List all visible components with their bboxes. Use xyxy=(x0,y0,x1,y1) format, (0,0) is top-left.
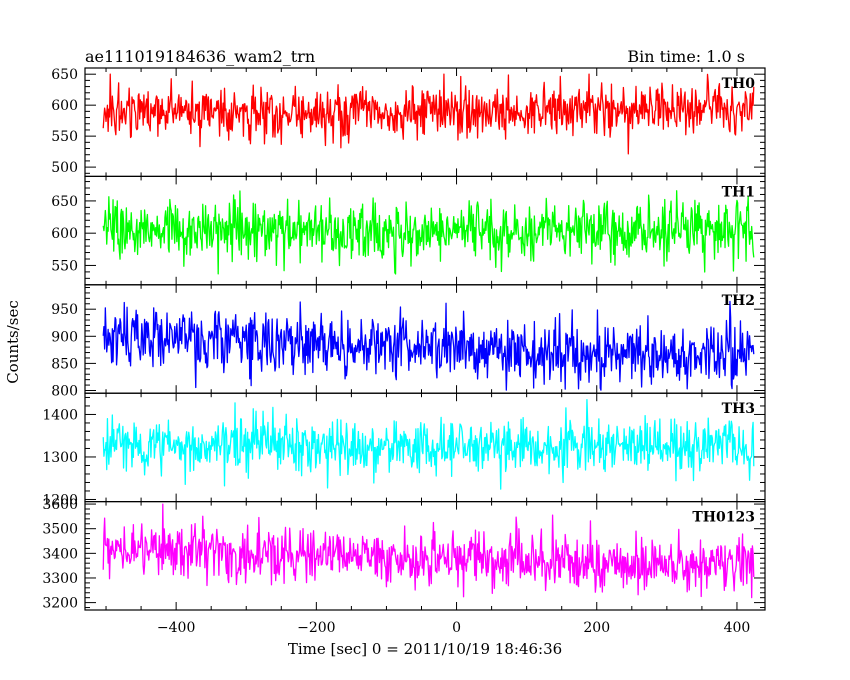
series-line-th2 xyxy=(102,300,755,391)
panel-th0: 500 550 600 650 TH0 xyxy=(51,67,766,178)
bin-time-label: Bin time: 1.0 s xyxy=(627,47,745,66)
y-tick-label-th1: 550 xyxy=(51,258,78,274)
y-tick-label-th1: 650 xyxy=(51,194,78,210)
y-tick-label-th0: 500 xyxy=(51,160,78,176)
panel-label-th2: TH2 xyxy=(722,293,755,309)
panel-th2: 800 850 900 950 TH2 xyxy=(51,284,766,399)
series-line-th3 xyxy=(102,399,755,490)
panel-th3: 1200 1300 1400 TH3 xyxy=(42,392,766,508)
y-tick-label-th0123: 3600 xyxy=(42,497,78,513)
y-tick-label-th0: 650 xyxy=(51,67,78,83)
panel-label-th1: TH1 xyxy=(722,184,755,200)
x-tick-label: −400 xyxy=(157,620,195,636)
x-axis-label: Time [sec] 0 = 2011/10/19 18:46:36 xyxy=(288,640,562,658)
panel-th0123: 3200 3300 3400 3500 3600 TH0123 xyxy=(42,497,766,612)
y-tick-label-th0: 600 xyxy=(51,98,78,114)
y-tick-label-th2: 850 xyxy=(51,356,78,372)
series-line-th1 xyxy=(102,190,755,275)
x-tick-label: −200 xyxy=(297,620,335,636)
panel-frame-th0123 xyxy=(84,501,766,611)
x-axis: −400 −200 0 200 400 xyxy=(157,620,750,636)
panel-th1: 550 600 650 TH1 xyxy=(51,175,766,286)
x-tick-label: 0 xyxy=(452,620,461,636)
panels-layer: 500 550 600 650 TH0 550 600 650 TH1 800 850 900 950 T… xyxy=(42,67,766,612)
y-tick-label-th3: 1300 xyxy=(42,450,78,466)
series-line-th0123 xyxy=(102,503,755,599)
chart-title: ae111019184636_wam2_trn xyxy=(85,47,315,66)
x-tick-label: 400 xyxy=(724,620,751,636)
y-tick-label-th1: 600 xyxy=(51,226,78,242)
y-tick-label-th3: 1200 xyxy=(42,492,78,508)
y-tick-label-th2: 900 xyxy=(51,329,78,345)
y-tick-label-th3: 1400 xyxy=(42,407,78,423)
panel-label-th0123: TH0123 xyxy=(692,510,755,526)
y-tick-label-th0: 550 xyxy=(51,129,78,145)
y-tick-label-th2: 800 xyxy=(51,383,78,399)
y-tick-label-th2: 950 xyxy=(51,302,78,318)
x-tick-label: 200 xyxy=(583,620,610,636)
series-line-th0 xyxy=(102,73,755,155)
y-axis-label: Counts/sec xyxy=(4,300,22,384)
panel-label-th0: TH0 xyxy=(722,76,756,92)
panel-label-th3: TH3 xyxy=(722,401,755,417)
y-tick-label-th0123: 3500 xyxy=(42,522,78,538)
y-tick-label-th0123: 3400 xyxy=(42,546,78,562)
y-tick-label-th0123: 3300 xyxy=(42,571,78,587)
y-tick-label-th0123: 3200 xyxy=(42,596,78,612)
